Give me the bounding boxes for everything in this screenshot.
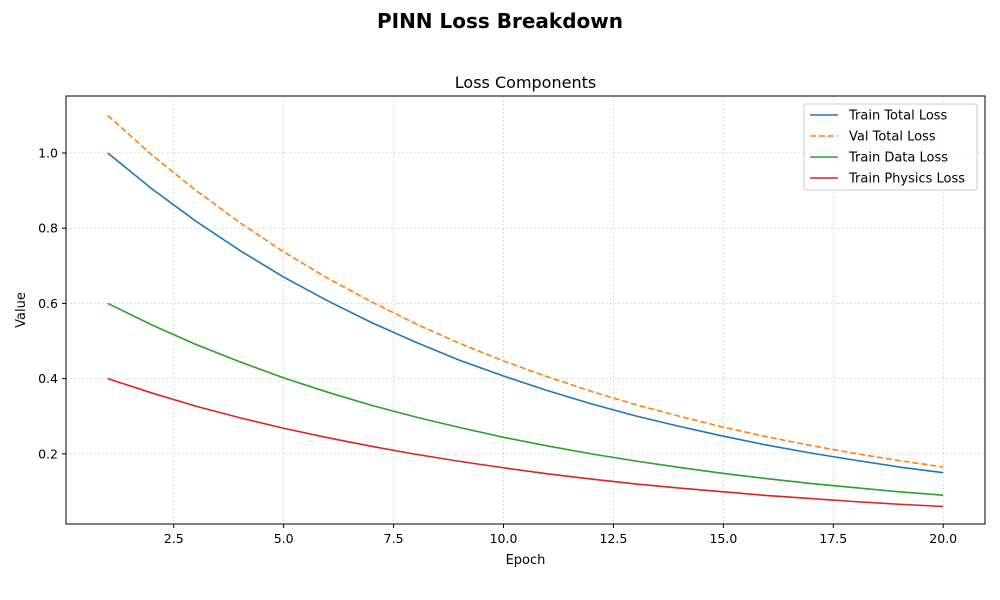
y-tick-label: 0.4 xyxy=(38,371,58,386)
x-tick-label: 17.5 xyxy=(819,531,847,546)
legend-box xyxy=(803,103,978,191)
y-tick-label: 0.8 xyxy=(38,221,58,236)
series-line-4 xyxy=(107,377,944,508)
y-tick-label: 0.2 xyxy=(38,446,58,461)
x-tick-label: 10.0 xyxy=(490,531,518,546)
chart-title: Loss Components xyxy=(455,73,596,92)
x-tick-label: 2.5 xyxy=(164,531,184,546)
y-axis-ticks: 0.2 0.4 0.6 0.8 1.0 xyxy=(38,145,66,461)
legend-label-3: Train Data Loss xyxy=(848,151,948,166)
grid-lines xyxy=(66,96,985,524)
legend-label-2: Val Total Loss xyxy=(849,130,936,145)
x-tick-label: 5.0 xyxy=(274,531,294,546)
x-axis-label: Epoch xyxy=(506,553,546,568)
series-lines xyxy=(107,114,944,508)
x-tick-label: 15.0 xyxy=(709,531,737,546)
legend-label-4: Train Physics Loss xyxy=(848,172,965,187)
y-tick-label: 1.0 xyxy=(38,145,58,160)
y-axis-label: Value xyxy=(14,292,29,328)
x-axis-ticks: 2.5 5.0 7.5 10.0 12.5 15.0 17.5 20.0 xyxy=(164,524,957,546)
plot-frame xyxy=(65,95,986,525)
x-tick-label: 12.5 xyxy=(600,531,628,546)
figure-suptitle: PINN Loss Breakdown xyxy=(377,9,623,33)
x-tick-label: 20.0 xyxy=(929,531,957,546)
legend-label-1: Train Total Loss xyxy=(848,109,948,124)
y-tick-label: 0.6 xyxy=(38,296,58,311)
series-line-1 xyxy=(107,152,944,474)
legend: Train Total Loss Val Total Loss Train Data… xyxy=(803,103,978,191)
x-tick-label: 7.5 xyxy=(384,531,404,546)
series-line-3 xyxy=(107,302,944,497)
